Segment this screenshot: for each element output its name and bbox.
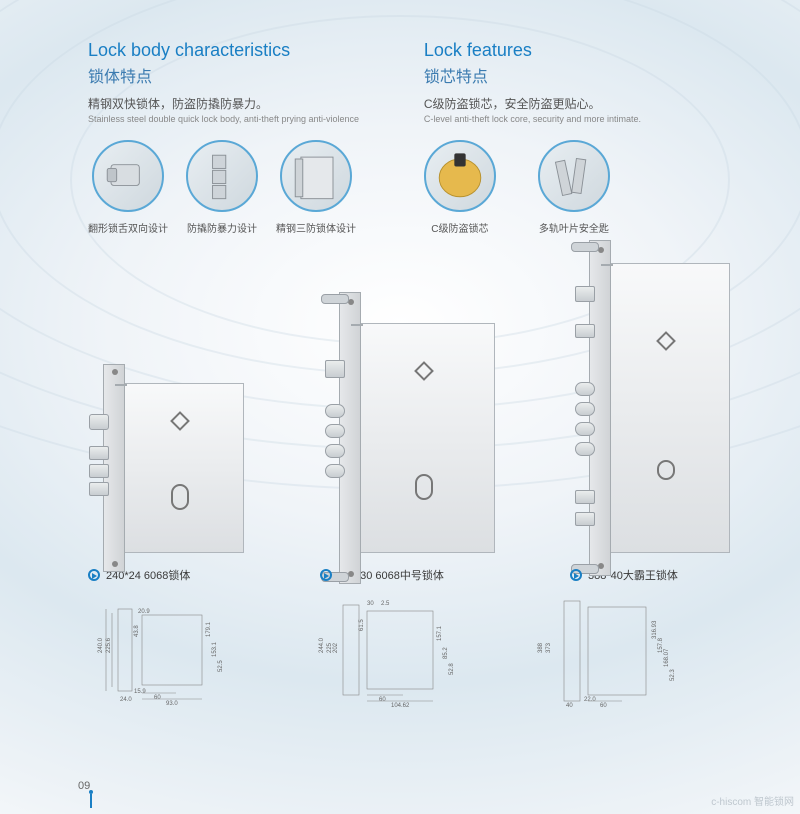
section2-sub-en: C-level anti-theft lock core, security a…: [424, 114, 740, 124]
lock-body-small: [124, 383, 244, 553]
technical-diagrams-row: 240.0 225.6 179.1 153.1 52.5 43.8 15.9 2…: [88, 597, 740, 707]
lock-column: 240*30 6068中号锁体: [320, 323, 495, 583]
section2-title-en: Lock features: [424, 40, 740, 61]
svg-text:244.0: 244.0: [319, 637, 325, 653]
lock-bodies-row: 240*24 6068锁体 240*30 6068中号锁体: [88, 263, 740, 583]
svg-text:316.93: 316.93: [652, 620, 658, 639]
svg-text:22.0: 22.0: [584, 697, 596, 703]
lock-core-icon: [424, 140, 496, 212]
lock-body-large: [610, 263, 730, 553]
section2-title-zh: 锁芯特点: [424, 63, 740, 87]
svg-text:61.5: 61.5: [359, 619, 365, 631]
lock-body-medium: [360, 323, 495, 553]
svg-text:225.6: 225.6: [106, 637, 112, 653]
svg-text:15.9: 15.9: [134, 689, 146, 695]
svg-text:202: 202: [333, 642, 339, 653]
lock-column: 388*40大霸王锁体: [570, 263, 730, 583]
anti-pry-icon: [186, 140, 258, 212]
section1-sub-en: Stainless steel double quick lock body, …: [88, 114, 424, 124]
watermark: c-hiscom 智能锁网: [711, 797, 794, 808]
page-marker-line: [90, 794, 92, 808]
svg-text:153.1: 153.1: [212, 641, 218, 657]
feature-circle: 翻形锁舌双向设计: [88, 140, 168, 235]
svg-text:60: 60: [379, 697, 386, 703]
lock-column: 240*24 6068锁体: [88, 383, 244, 583]
technical-diagram: 388 373 316.93 157.8 168.07 52.3 22.0 40…: [530, 597, 730, 707]
svg-text:60: 60: [154, 695, 161, 701]
svg-text:43.8: 43.8: [134, 625, 140, 637]
steel-lockbody-icon: [280, 140, 352, 212]
headers-row: Lock body characteristics 锁体特点 精钢双快锁体，防盗…: [88, 40, 740, 124]
latch-bidirectional-icon: [92, 140, 164, 212]
technical-diagram: 244.0 225 202 157.1 85.2 52.8 61.5 30 2.…: [309, 597, 509, 707]
feature-circle: 防撬防暴力设计: [186, 140, 258, 235]
feature-circles-row: 翻形锁舌双向设计 防撬防暴力设计 精钢三防锁体设计 C级防盗锁芯: [88, 140, 740, 235]
svg-text:60: 60: [600, 703, 607, 707]
section1-sub-zh: 精钢双快锁体，防盗防撬防暴力。: [88, 95, 424, 112]
svg-text:93.0: 93.0: [166, 701, 178, 707]
svg-text:52.8: 52.8: [449, 663, 455, 675]
svg-text:2.5: 2.5: [381, 601, 390, 607]
technical-diagram: 240.0 225.6 179.1 153.1 52.5 43.8 15.9 2…: [88, 597, 288, 707]
feature-circle: 精钢三防锁体设计: [276, 140, 356, 235]
svg-text:240.0: 240.0: [98, 637, 104, 653]
multi-track-key-icon: [538, 140, 610, 212]
chevron-icon: [320, 569, 332, 581]
svg-text:157.1: 157.1: [437, 625, 443, 641]
svg-text:20.9: 20.9: [138, 609, 150, 615]
svg-text:30: 30: [367, 601, 374, 607]
feature-circle: C级防盗锁芯: [424, 140, 496, 235]
svg-text:373: 373: [546, 642, 552, 653]
svg-text:168.07: 168.07: [664, 648, 670, 667]
svg-text:52.5: 52.5: [218, 660, 224, 672]
svg-text:179.1: 179.1: [206, 621, 212, 637]
svg-text:388: 388: [538, 642, 544, 653]
section2-sub-zh: C级防盗锁芯，安全防盗更贴心。: [424, 95, 740, 112]
section1-title-zh: 锁体特点: [88, 63, 424, 87]
svg-text:52.3: 52.3: [670, 669, 676, 681]
section1-title-en: Lock body characteristics: [88, 40, 424, 61]
svg-text:40: 40: [566, 703, 573, 707]
svg-text:104.62: 104.62: [391, 703, 410, 707]
chevron-icon: [570, 569, 582, 581]
feature-circle: 多轨叶片安全匙: [538, 140, 610, 235]
chevron-icon: [88, 569, 100, 581]
svg-text:24.0: 24.0: [120, 697, 132, 703]
svg-text:85.2: 85.2: [443, 647, 449, 659]
